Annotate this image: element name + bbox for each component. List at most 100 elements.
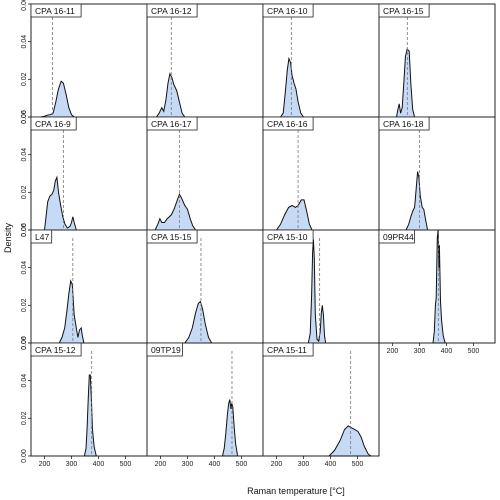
panel-label: CPA 16-15 <box>383 6 424 16</box>
panel: CPA 16-16 <box>262 116 380 231</box>
x-tick-label: 400 <box>209 461 221 468</box>
panel-label: CPA 16-18 <box>383 119 424 129</box>
x-tick-label: 500 <box>352 461 364 468</box>
panel-frame <box>378 116 496 231</box>
panel-label: CPA 16-16 <box>267 119 308 129</box>
panel: 09PR44 200 300 400 500 <box>378 229 496 355</box>
y-tick-label: 0.02 <box>21 298 28 312</box>
panel: CPA 15-15 <box>146 229 264 344</box>
y-tick-label: 0.06 <box>21 110 28 124</box>
y-tick-label: 0.04 <box>21 148 28 162</box>
panel-label-box <box>378 229 415 244</box>
x-tick-label: 500 <box>236 461 248 468</box>
panel-label-box <box>146 342 183 357</box>
density-curve <box>327 425 373 457</box>
density-curve <box>43 175 77 231</box>
y-tick-label: 0.00 <box>21 110 28 124</box>
panel-label: CPA 15-11 <box>267 345 307 355</box>
x-tick-label: 400 <box>325 461 337 468</box>
panel-label: CPA 15-12 <box>35 345 76 355</box>
x-tick-label: 300 <box>298 461 310 468</box>
panel: CPA 16-10 <box>262 3 380 118</box>
y-tick-label: 0.00 <box>21 449 28 463</box>
density-curve <box>279 56 305 118</box>
panel-frame <box>146 342 264 457</box>
panel-label: CPA 15-10 <box>267 232 308 242</box>
panel: CPA 15-10 <box>262 229 380 344</box>
panel-frame <box>378 3 496 118</box>
x-tick-label: 200 <box>39 461 51 468</box>
panel-label-box <box>146 229 198 244</box>
panel-label: CPA 16-12 <box>151 6 192 16</box>
density-curve <box>155 72 186 118</box>
panel: CPA 16-11 0.00 0.02 0.04 0.06 <box>21 0 148 124</box>
density-curve <box>275 199 313 231</box>
x-tick-label: 200 <box>387 348 399 355</box>
panel-label-box <box>262 3 314 18</box>
panel-label: CPA 16-17 <box>151 119 192 129</box>
y-tick-label: 0.00 <box>21 223 28 237</box>
panel-frame <box>262 3 380 118</box>
density-curve <box>83 374 97 457</box>
y-tick-label: 0.06 <box>21 223 28 237</box>
panel-frame <box>30 229 148 344</box>
x-tick-label: 200 <box>271 461 283 468</box>
x-tick-label: 400 <box>93 461 105 468</box>
y-tick-label: 0.02 <box>21 185 28 199</box>
panel-label: 09TP19 <box>151 345 181 355</box>
density-curve <box>183 300 213 344</box>
panel-label-box <box>378 116 430 131</box>
panel-label-box <box>262 342 314 357</box>
panel: CPA 15-12 0.00 0.02 0.04 0.06 200 300 400 500 <box>21 336 148 468</box>
x-tick-label: 300 <box>182 461 194 468</box>
y-tick-label: 0.04 <box>21 261 28 275</box>
panel-frame <box>146 116 264 231</box>
panel-frame <box>262 342 380 457</box>
panel-label-box <box>30 229 53 244</box>
y-tick-label: 0.00 <box>21 336 28 350</box>
panel: CPA 16-15 <box>378 3 496 118</box>
panel-label: CPA 16-9 <box>35 119 71 129</box>
panel-label-box <box>378 3 430 18</box>
y-tick-label: 0.02 <box>21 72 28 86</box>
panel-label-box <box>146 116 198 131</box>
y-tick-label: 0.04 <box>21 35 28 49</box>
panel-label-box <box>30 116 77 131</box>
density-curve <box>58 279 85 344</box>
panel-frame <box>30 3 148 118</box>
y-axis-title: Density <box>3 222 13 253</box>
panel: CPA 16-9 0.00 0.02 0.04 0.06 <box>21 110 148 237</box>
y-tick-label: 0.04 <box>21 374 28 388</box>
panel-label-box <box>146 3 198 18</box>
panel-label: CPA 16-10 <box>267 6 308 16</box>
x-axis-title: Raman temperature [°C] <box>247 486 345 496</box>
x-tick-label: 200 <box>155 461 167 468</box>
panel-frame <box>262 116 380 231</box>
panel: L47 0.00 0.02 0.04 0.06 <box>21 223 148 350</box>
panel: 09TP19 200 300 400 500 <box>146 342 264 468</box>
panel-label: CPA 15-15 <box>151 232 192 242</box>
density-curve <box>221 399 239 457</box>
density-curve <box>307 239 327 344</box>
panel-label: 09PR44 <box>383 232 414 242</box>
panel: CPA 16-17 <box>146 116 264 231</box>
y-tick-label: 0.02 <box>21 411 28 425</box>
panel: CPA 15-11 200 300 400 500 <box>262 342 380 468</box>
y-tick-label: 0.06 <box>21 0 28 11</box>
panel-label-box <box>262 116 314 131</box>
density-curve <box>154 192 197 231</box>
x-tick-label: 300 <box>414 348 426 355</box>
panel-label-box <box>30 342 82 357</box>
density-curve <box>40 80 76 118</box>
panel: CPA 16-12 <box>146 3 264 118</box>
panel-label: L47 <box>35 232 49 242</box>
panel-label: CPA 16-11 <box>35 6 75 16</box>
x-tick-label: 400 <box>441 348 453 355</box>
y-tick-label: 0.06 <box>21 336 28 350</box>
x-tick-label: 500 <box>120 461 132 468</box>
panel: CPA 16-18 <box>378 116 496 231</box>
x-tick-label: 300 <box>66 461 78 468</box>
panel-label-box <box>262 229 314 244</box>
density-curve <box>395 48 416 118</box>
